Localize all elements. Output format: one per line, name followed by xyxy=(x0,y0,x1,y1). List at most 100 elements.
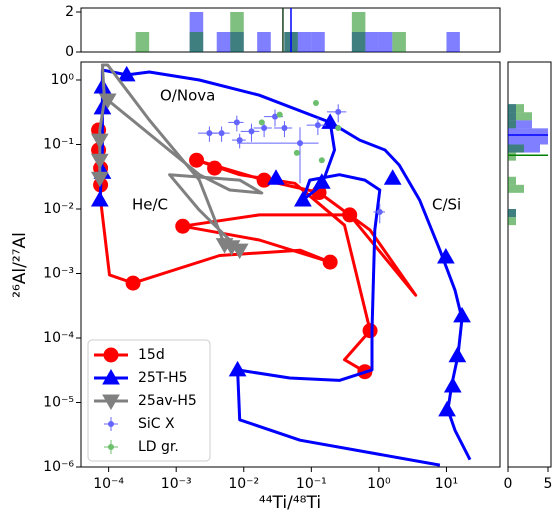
y-tick-label: 10⁻⁴ xyxy=(43,330,74,346)
x-axis-label: ⁴⁴Ti/⁴⁸Ti xyxy=(259,493,321,513)
series-marker xyxy=(438,400,456,417)
data-point xyxy=(236,137,243,144)
series-marker xyxy=(117,65,136,82)
series-marker xyxy=(453,306,471,323)
data-point xyxy=(248,128,255,135)
hist-bar xyxy=(189,32,204,52)
series-marker xyxy=(228,360,247,377)
data-point xyxy=(258,119,265,126)
hist-bar xyxy=(508,136,548,145)
series-marker xyxy=(90,190,109,207)
y-tick-label: 10⁻⁵ xyxy=(43,394,74,410)
series-marker xyxy=(437,248,455,264)
hist-bar xyxy=(216,32,231,52)
hist-bar xyxy=(508,152,516,161)
data-point xyxy=(206,130,213,137)
hist-bar xyxy=(508,120,532,129)
data-point xyxy=(314,122,321,129)
series-marker xyxy=(90,153,109,170)
hist-bar xyxy=(378,32,393,52)
x-tick-label: 10⁻¹ xyxy=(296,476,327,492)
data-point xyxy=(335,125,342,132)
series-marker xyxy=(322,254,338,270)
series-marker xyxy=(448,346,467,363)
data-point xyxy=(312,99,319,106)
y-axis-label: ²⁶Al/²⁷Al xyxy=(10,232,30,298)
hist-bar xyxy=(508,208,516,218)
legend-label: 25av-H5 xyxy=(138,393,197,409)
series-marker xyxy=(189,152,205,168)
hist-bar xyxy=(508,120,516,129)
legend-marker xyxy=(108,444,114,450)
hist-bar xyxy=(351,12,366,52)
legend-label: SiC X xyxy=(138,416,175,432)
hist-bar xyxy=(135,32,150,52)
data-point xyxy=(293,149,300,156)
legend-marker xyxy=(108,421,114,427)
legend-box xyxy=(87,339,211,462)
series-marker xyxy=(362,323,378,339)
x-tick-label: 10⁻² xyxy=(228,476,259,492)
hist-bar xyxy=(392,32,406,52)
main-frame xyxy=(80,61,501,468)
series-marker xyxy=(443,377,462,393)
annotation: C/Si xyxy=(432,196,461,214)
y-tick-label: 10⁰ xyxy=(51,72,75,88)
hist-bar xyxy=(230,12,244,52)
series-marker xyxy=(207,160,223,176)
hist-bar xyxy=(257,32,271,52)
series-marker xyxy=(175,218,191,234)
hist-bar xyxy=(508,176,516,185)
series-marker xyxy=(256,172,272,188)
right-frame xyxy=(507,61,552,468)
annotation: He/C xyxy=(132,196,168,214)
series-marker xyxy=(98,93,117,109)
data-point xyxy=(318,157,325,164)
legend-marker xyxy=(102,368,120,385)
x-tick-label: 10¹ xyxy=(435,476,458,492)
legend-label: LD gr. xyxy=(138,439,179,455)
series-marker xyxy=(294,190,312,207)
hist-bar xyxy=(508,184,524,193)
series-marker xyxy=(90,171,109,188)
series-marker xyxy=(90,133,109,150)
x-tick-label: 10⁻⁴ xyxy=(93,476,124,492)
series-marker xyxy=(125,275,141,291)
series-marker xyxy=(383,169,402,185)
x-tick-label: 5 xyxy=(544,476,553,492)
data-point xyxy=(335,108,342,115)
annotation: O/Nova xyxy=(160,87,215,105)
hist-bar xyxy=(508,112,532,121)
y-tick-label: 0 xyxy=(65,44,74,60)
data-point xyxy=(297,140,304,147)
y-tick-label: 10⁻² xyxy=(43,201,74,217)
series-line xyxy=(98,125,418,373)
legend-label: 15d xyxy=(138,347,165,363)
series-marker xyxy=(267,169,285,185)
data-point xyxy=(218,130,225,137)
legend-marker xyxy=(103,347,119,363)
x-tick-label: 10⁻³ xyxy=(161,476,192,492)
series-marker xyxy=(312,173,331,189)
hist-bar xyxy=(446,32,460,52)
data-point xyxy=(276,111,283,118)
series-marker xyxy=(342,207,358,223)
data-point xyxy=(272,113,279,120)
hist-bar xyxy=(311,32,325,52)
y-tick-label: 10⁻¹ xyxy=(43,136,74,152)
legend-label: 25T-H5 xyxy=(138,370,188,386)
x-tick-label: 10⁰ xyxy=(367,476,391,492)
data-point xyxy=(281,125,288,132)
legend-marker xyxy=(102,394,120,411)
data-point xyxy=(376,208,383,215)
hist-bar xyxy=(297,32,312,52)
data-point xyxy=(233,119,240,126)
y-tick-label: 10⁻⁶ xyxy=(43,459,74,475)
hist-bar xyxy=(508,144,524,153)
hist-bar xyxy=(508,104,524,113)
x-tick-label: 0 xyxy=(504,476,513,492)
hist-bar xyxy=(365,32,379,52)
series-marker xyxy=(230,243,249,260)
